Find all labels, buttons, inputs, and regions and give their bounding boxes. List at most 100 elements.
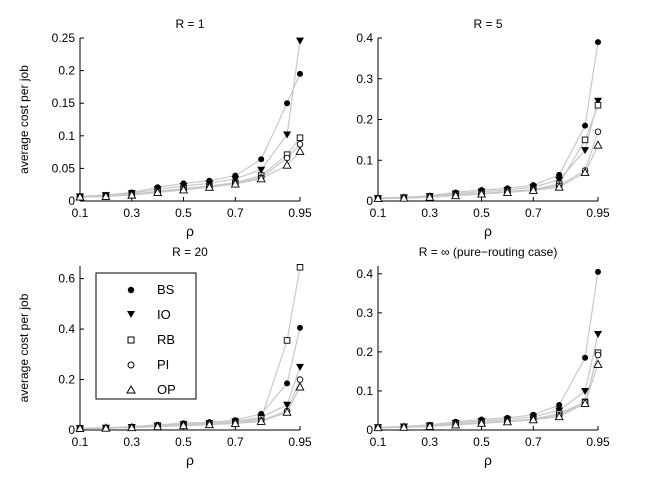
data-point-op — [528, 185, 538, 194]
x-tick-label: 0.3 — [123, 206, 140, 220]
series-line-io — [377, 333, 599, 428]
x-axis-label: ρ — [484, 452, 492, 468]
x-tick-label: 0.1 — [370, 206, 387, 220]
data-point-bs — [297, 70, 303, 77]
panel-title: R = 1 — [175, 17, 204, 31]
y-tick-label: 0 — [68, 194, 75, 208]
x-tick-label: 0.1 — [72, 206, 89, 220]
x-tick-label: 0.7 — [227, 206, 244, 220]
data-point-io — [594, 330, 602, 338]
data-point-op — [75, 192, 85, 201]
data-point-pi — [296, 376, 304, 383]
x-tick-label: 0.3 — [421, 206, 438, 220]
y-tick-label: 0.25 — [52, 31, 76, 45]
series-line-rb — [377, 104, 599, 200]
y-tick-label: 0.1 — [58, 129, 75, 143]
x-tick-label: 0.7 — [525, 435, 542, 449]
data-point-bs — [595, 39, 601, 46]
data-point-op — [399, 422, 409, 431]
data-point-op — [580, 167, 590, 176]
x-tick-label: 0.7 — [227, 435, 244, 449]
data-point-rb — [296, 264, 304, 271]
data-point-op — [476, 189, 487, 198]
series-line-op — [377, 364, 599, 429]
data-point-op — [230, 179, 240, 188]
data-point-op — [75, 423, 85, 432]
x-tick-label: 0.5 — [175, 206, 192, 220]
data-point-op — [282, 160, 292, 169]
legend-label-rb: RB — [157, 332, 175, 347]
data-point-bs — [595, 268, 601, 275]
legend-marker-bs — [127, 286, 135, 294]
panel-4: R = ∞ (pure−routing case) 0.1 0.3 0.5 0.7 0.9… — [356, 245, 610, 468]
x-tick-label: 0.7 — [525, 206, 542, 220]
data-point-io — [581, 387, 590, 395]
data-point-op — [554, 411, 564, 421]
y-tick-label: 0 — [366, 194, 373, 208]
data-point-bs — [556, 402, 563, 409]
y-tick-label: 0.4 — [58, 322, 75, 336]
x-tick-label: 0.3 — [421, 435, 438, 449]
data-point-io — [257, 166, 266, 174]
series-line-rb — [377, 352, 599, 429]
series-line-bs — [377, 271, 599, 428]
x-tick-label: 0.95 — [288, 435, 312, 449]
data-point-op — [476, 418, 487, 427]
data-point-bs — [582, 354, 589, 361]
series-line-op — [79, 386, 301, 430]
panel-title: R = 5 — [473, 17, 502, 31]
data-point-io — [296, 363, 304, 371]
data-point-op — [373, 193, 383, 203]
data-point-op — [451, 419, 461, 429]
data-point-rb — [296, 134, 304, 142]
data-point-op — [153, 421, 163, 431]
x-tick-label: 0.1 — [370, 435, 387, 449]
data-point-op — [399, 193, 409, 202]
data-point-op — [101, 191, 111, 200]
data-point-op — [127, 190, 137, 199]
data-point-op — [451, 190, 461, 200]
data-point-op — [153, 187, 163, 196]
data-point-io — [594, 97, 602, 105]
data-point-rb — [581, 136, 589, 144]
data-point-op — [295, 146, 305, 155]
series-line-op — [79, 150, 301, 198]
data-point-op — [230, 418, 240, 427]
legend-marker-op — [126, 384, 136, 394]
data-point-op — [425, 192, 435, 201]
data-point-io — [555, 176, 564, 184]
x-tick-label: 0.5 — [473, 206, 490, 220]
data-point-op — [528, 414, 538, 424]
data-point-io — [296, 37, 304, 45]
legend-label-io: IO — [157, 307, 171, 322]
data-point-rb — [594, 101, 602, 109]
x-tick-label: 0.95 — [586, 206, 610, 220]
data-point-op — [204, 419, 214, 429]
data-point-op — [593, 140, 603, 149]
data-point-pi — [594, 128, 602, 135]
data-point-op — [127, 422, 137, 432]
series-line-io — [377, 100, 599, 199]
data-point-op — [256, 416, 266, 425]
y-tick-label: 0 — [366, 423, 373, 437]
y-tick-label: 0.6 — [58, 272, 75, 286]
panel-title: R = 20 — [172, 245, 208, 259]
data-point-op — [593, 359, 603, 368]
x-tick-label: 0.5 — [175, 435, 192, 449]
legend-label-op: OP — [157, 382, 176, 397]
y-tick-label: 0.2 — [58, 373, 75, 387]
legend-marker-pi — [127, 361, 135, 369]
panel-title: R = ∞ (pure−routing case) — [419, 245, 558, 259]
y-tick-label: 0 — [68, 423, 75, 437]
y-tick-label: 0.1 — [356, 153, 373, 167]
data-point-op — [425, 421, 435, 430]
series-line-op — [377, 144, 599, 200]
legend-label-bs: BS — [157, 282, 175, 297]
y-tick-label: 0.1 — [356, 384, 373, 398]
data-point-rb — [283, 337, 291, 344]
y-tick-label: 0.4 — [356, 31, 373, 45]
x-tick-label: 0.5 — [473, 435, 490, 449]
legend-box — [95, 272, 197, 400]
x-tick-label: 0.95 — [586, 435, 610, 449]
